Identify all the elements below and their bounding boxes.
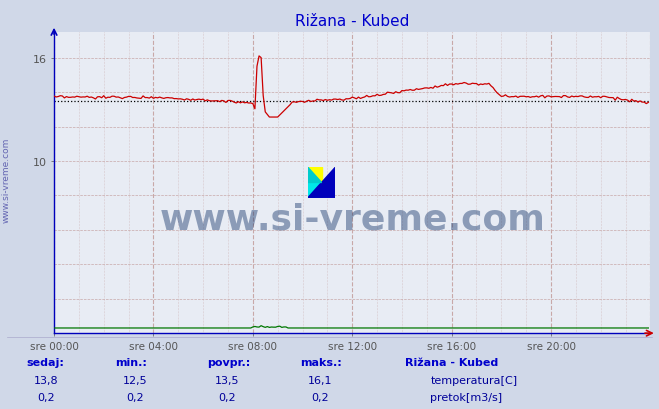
Text: 16,1: 16,1 xyxy=(307,375,332,385)
Text: www.si-vreme.com: www.si-vreme.com xyxy=(159,202,545,236)
Text: 12,5: 12,5 xyxy=(123,375,148,385)
Text: 0,2: 0,2 xyxy=(38,392,55,402)
Title: Rižana - Kubed: Rižana - Kubed xyxy=(295,14,409,29)
Text: 0,2: 0,2 xyxy=(311,392,328,402)
Text: maks.:: maks.: xyxy=(300,357,341,367)
Text: 0,2: 0,2 xyxy=(127,392,144,402)
Text: 0,2: 0,2 xyxy=(219,392,236,402)
Text: Rižana - Kubed: Rižana - Kubed xyxy=(405,357,499,367)
Text: 13,5: 13,5 xyxy=(215,375,240,385)
Polygon shape xyxy=(308,168,335,198)
Text: povpr.:: povpr.: xyxy=(208,357,251,367)
Text: pretok[m3/s]: pretok[m3/s] xyxy=(430,392,502,402)
Bar xyxy=(308,168,322,183)
Text: temperatura[C]: temperatura[C] xyxy=(430,375,517,385)
Polygon shape xyxy=(308,183,322,198)
Text: www.si-vreme.com: www.si-vreme.com xyxy=(2,137,11,222)
Text: min.:: min.: xyxy=(115,357,147,367)
Text: sedaj:: sedaj: xyxy=(26,357,64,367)
Text: 13,8: 13,8 xyxy=(34,375,59,385)
Polygon shape xyxy=(308,168,322,183)
